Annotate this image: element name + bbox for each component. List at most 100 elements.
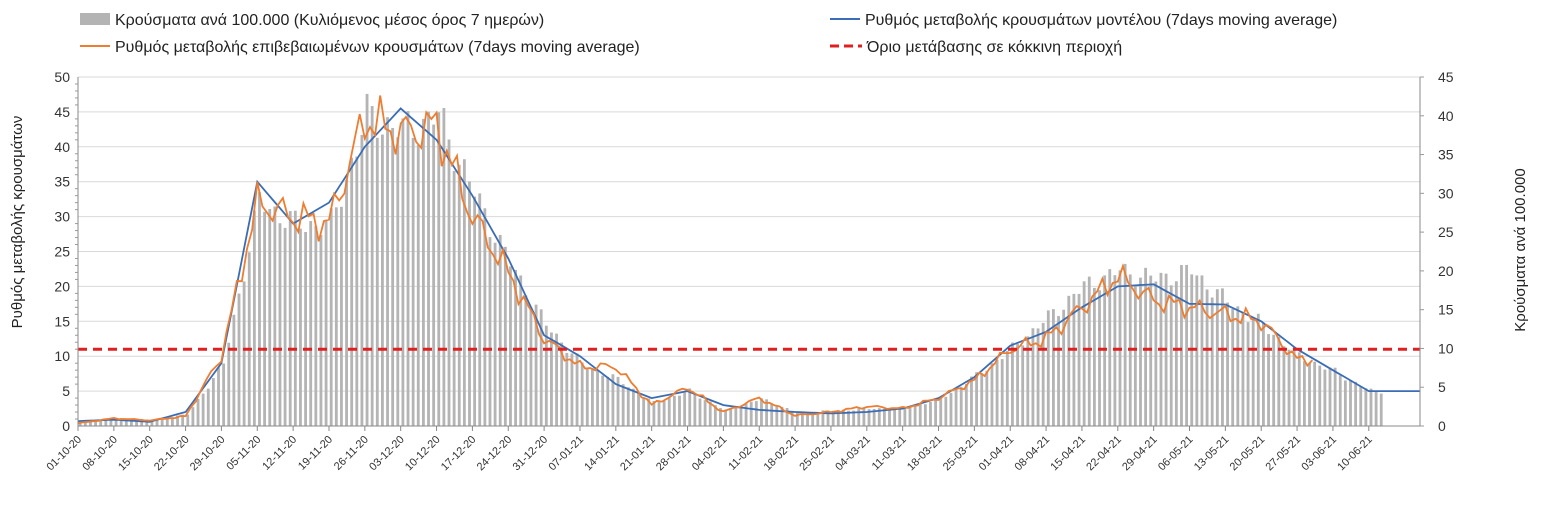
bar-42 (293, 210, 297, 426)
bar-16 (160, 417, 164, 426)
bar-121 (698, 398, 702, 426)
x-tick-label-15: 14-01-21 (582, 434, 622, 474)
right-tick-label-5: 25 (1438, 224, 1454, 240)
legend-label-bars: Κρούσματα ανά 100.000 (Κυλιόμενος μέσος … (115, 12, 544, 29)
bar-61 (391, 127, 395, 426)
bar-50 (334, 207, 338, 426)
bar-213 (1169, 285, 1173, 426)
bar-84 (509, 266, 512, 426)
bar-208 (1144, 267, 1148, 426)
bar-210 (1154, 281, 1158, 426)
x-tick-label-18: 04-02-21 (690, 434, 730, 474)
bar-168 (939, 397, 943, 426)
bar-190 (1052, 309, 1055, 426)
bar-43 (299, 228, 302, 426)
bar-140 (795, 412, 799, 426)
bar-45 (309, 221, 313, 426)
left-tick-label-9: 45 (54, 104, 70, 120)
legend: Κρούσματα ανά 100.000 (Κυλιόμενος μέσος … (80, 12, 1337, 56)
x-tick-label-30: 29-04-21 (1120, 434, 1160, 474)
bar-245 (1333, 367, 1337, 426)
bar-116 (672, 395, 676, 426)
bar-35 (258, 192, 261, 426)
bar-154 (867, 409, 871, 426)
bar-97 (575, 353, 579, 426)
bar-95 (565, 352, 569, 426)
bar-249 (1354, 381, 1358, 426)
bar-145 (821, 410, 825, 426)
x-tick-label-26: 01-04-21 (977, 434, 1017, 474)
bar-142 (806, 412, 809, 426)
bar-171 (954, 388, 958, 426)
bar-110 (642, 397, 646, 426)
x-tick-label-19: 11-02-21 (726, 434, 765, 473)
bar-119 (688, 388, 692, 426)
left-tick-label-6: 30 (54, 209, 70, 225)
line-series (77, 95, 1420, 425)
bar-66 (416, 145, 420, 426)
bar-11 (135, 419, 138, 426)
bar-series (78, 93, 1383, 427)
x-tick-label-21: 25-02-21 (797, 434, 837, 474)
x-tick-label-22: 04-03-21 (833, 434, 873, 474)
bar-195 (1077, 293, 1081, 426)
bar-79 (483, 208, 487, 426)
bar-72 (447, 139, 451, 426)
bar-92 (550, 332, 553, 426)
axes (77, 77, 1421, 427)
bar-87 (524, 295, 528, 426)
left-tick-label-4: 20 (54, 278, 70, 294)
bar-41 (288, 211, 292, 426)
bar-115 (667, 397, 671, 426)
bar-237 (1292, 347, 1296, 426)
bar-136 (775, 406, 779, 426)
bar-24 (201, 393, 205, 426)
x-tick-label-31: 06-05-21 (1156, 434, 1196, 474)
bar-191 (1057, 316, 1060, 426)
bar-51 (340, 206, 343, 426)
bar-103 (606, 376, 610, 426)
x-tick-label-7: 19-11-20 (296, 434, 335, 473)
bar-101 (596, 369, 599, 426)
bar-251 (1364, 388, 1368, 426)
bar-49 (329, 208, 333, 426)
bar-113 (657, 401, 661, 426)
right-tick-label-3: 15 (1438, 302, 1454, 318)
bar-221 (1210, 297, 1214, 426)
bar-232 (1267, 334, 1270, 426)
bar-236 (1287, 349, 1291, 426)
bar-141 (801, 411, 804, 426)
bar-71 (442, 108, 446, 427)
bar-88 (529, 307, 533, 426)
bar-242 (1318, 365, 1322, 426)
x-tick-label-1: 08-10-20 (80, 434, 120, 474)
bar-238 (1297, 352, 1301, 426)
bar-31 (237, 293, 241, 426)
bar-215 (1180, 265, 1183, 426)
bar-46 (314, 226, 318, 426)
bar-134 (765, 399, 768, 426)
bar-34 (252, 210, 256, 426)
bar-152 (857, 408, 861, 426)
bar-22 (191, 407, 195, 426)
right-tick-label-1: 5 (1438, 379, 1446, 395)
bar-182 (1011, 342, 1014, 426)
bar-155 (872, 409, 876, 426)
x-tick-label-0: 01-10-20 (44, 434, 84, 474)
bar-214 (1174, 281, 1178, 426)
bar-226 (1236, 306, 1240, 426)
bar-148 (836, 409, 840, 426)
bar-144 (816, 411, 820, 426)
bar-252 (1369, 388, 1373, 426)
bar-65 (411, 137, 415, 426)
bar-15 (155, 418, 159, 426)
bar-139 (790, 410, 794, 426)
bar-93 (555, 333, 558, 426)
bar-80 (488, 237, 492, 426)
bar-143 (811, 412, 815, 426)
x-tick-label-6: 12-11-20 (260, 434, 299, 473)
bar-166 (929, 402, 932, 426)
bar-111 (647, 398, 651, 426)
bar-109 (637, 393, 640, 426)
x-tick-label-33: 20-05-21 (1228, 434, 1268, 474)
